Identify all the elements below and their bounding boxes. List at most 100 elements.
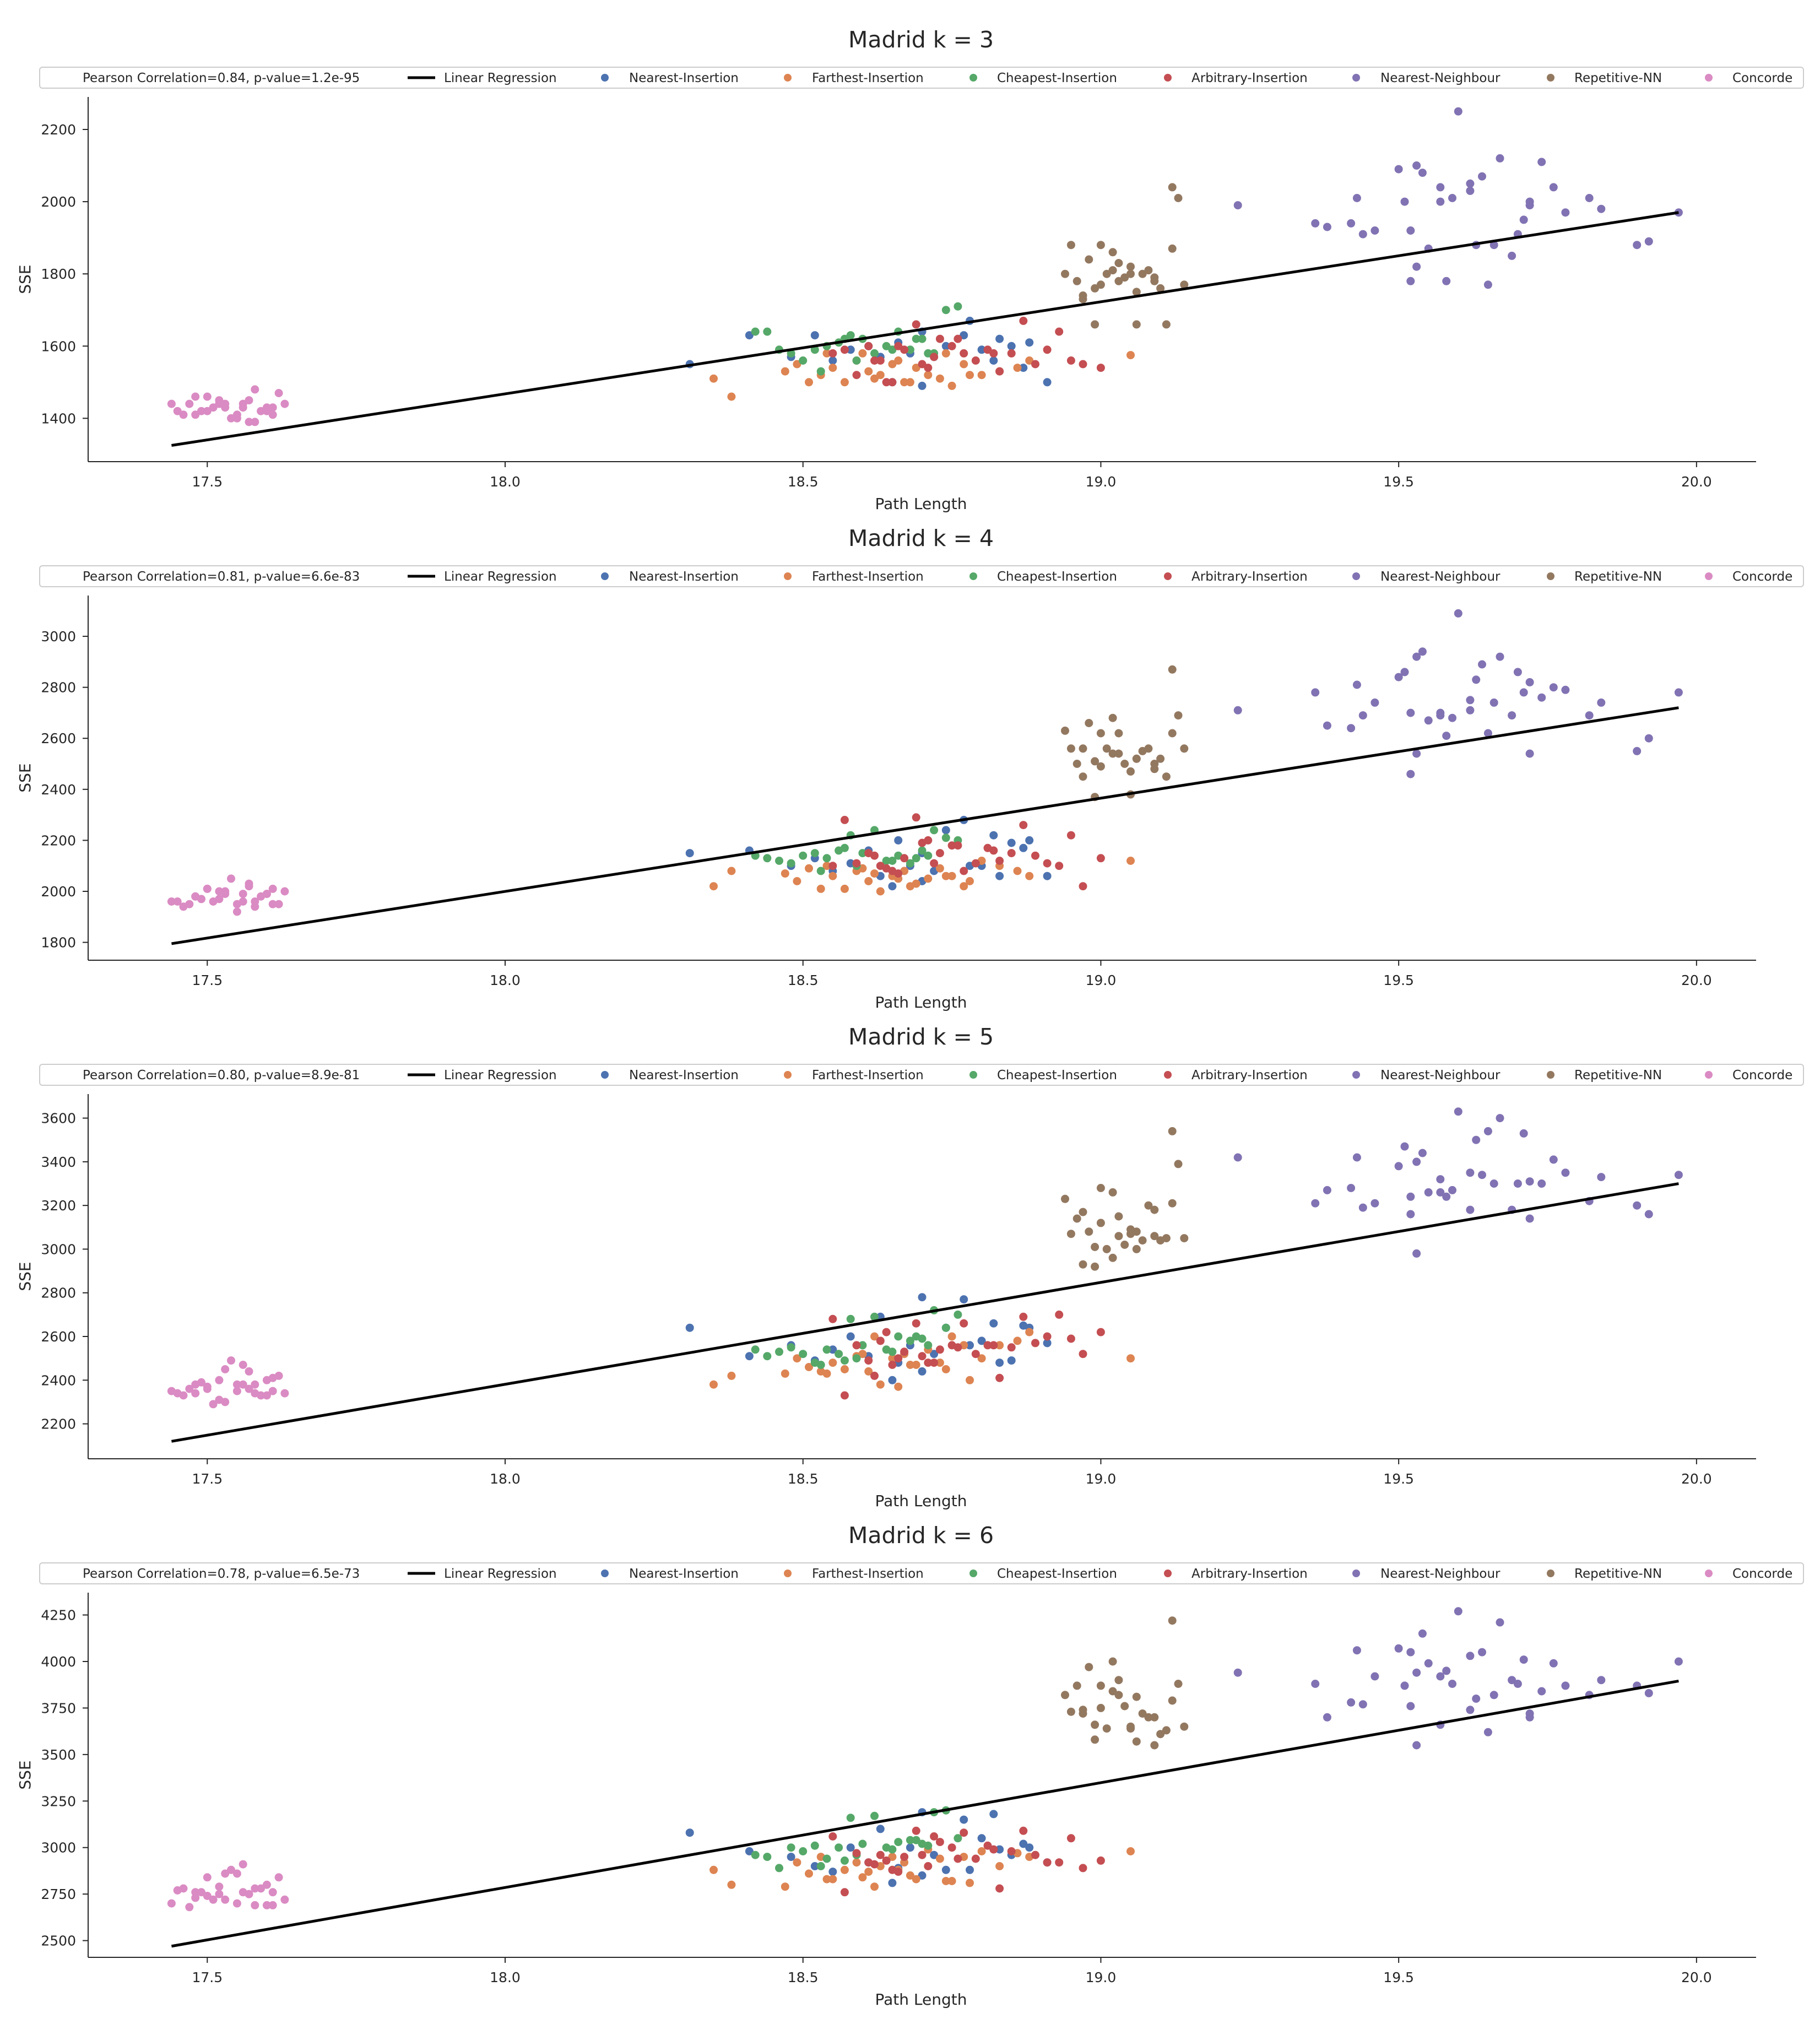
data-point xyxy=(1418,1149,1427,1157)
data-point xyxy=(787,1343,795,1352)
data-point xyxy=(1549,1155,1558,1164)
data-point xyxy=(197,407,205,415)
data-point xyxy=(1007,849,1016,858)
data-point xyxy=(882,342,891,350)
data-point xyxy=(1180,744,1189,753)
legend-label: Concorde xyxy=(1732,570,1792,584)
data-point xyxy=(1072,1681,1081,1690)
data-point xyxy=(882,857,891,865)
data-point xyxy=(960,867,968,875)
data-point xyxy=(232,907,241,916)
legend-marker xyxy=(1352,572,1360,580)
data-point xyxy=(835,1350,843,1359)
data-point xyxy=(805,378,813,387)
data-point xyxy=(977,1834,986,1843)
data-point xyxy=(930,826,939,835)
data-point xyxy=(775,1864,783,1873)
data-point xyxy=(930,859,939,868)
data-point xyxy=(1019,821,1028,830)
data-point xyxy=(1549,683,1558,692)
data-point xyxy=(781,869,789,878)
data-point xyxy=(1478,172,1486,181)
data-point xyxy=(185,1903,194,1912)
data-point xyxy=(745,1352,754,1361)
data-point xyxy=(1496,154,1504,163)
y-tick-label: 3200 xyxy=(41,1198,76,1214)
data-point xyxy=(787,1853,795,1861)
data-point xyxy=(971,1350,980,1359)
data-point xyxy=(799,1847,808,1855)
data-point xyxy=(989,356,998,365)
data-point xyxy=(1537,693,1546,702)
data-point xyxy=(828,862,837,870)
data-point xyxy=(971,859,980,868)
x-tick-label: 18.0 xyxy=(490,1471,521,1487)
data-point xyxy=(960,331,968,340)
data-point xyxy=(1442,1666,1451,1675)
regression-line xyxy=(171,211,1679,447)
data-point xyxy=(1394,1644,1403,1653)
legend-stat-label: Pearson Correlation=0.84, p-value=1.2e-9… xyxy=(83,71,360,85)
data-point xyxy=(1019,1312,1028,1321)
data-point xyxy=(227,874,235,883)
legend-label: Nearest-Insertion xyxy=(629,570,739,584)
data-point xyxy=(924,1862,933,1870)
data-point xyxy=(1025,872,1034,880)
data-point xyxy=(1013,867,1022,875)
data-point xyxy=(894,356,903,365)
data-point xyxy=(1079,772,1087,781)
data-point xyxy=(894,1382,903,1391)
data-point xyxy=(1096,1219,1105,1227)
data-point xyxy=(858,849,867,858)
data-point xyxy=(1323,223,1331,231)
data-point xyxy=(852,356,861,365)
data-point xyxy=(846,331,855,340)
legend-marker xyxy=(969,1071,977,1079)
data-point xyxy=(835,1843,843,1852)
data-point xyxy=(983,345,992,354)
data-point xyxy=(763,854,772,863)
data-point xyxy=(1633,241,1642,250)
regression-line xyxy=(171,706,1679,945)
legend-stat-label: Pearson Correlation=0.78, p-value=6.5e-7… xyxy=(83,1567,360,1581)
data-point xyxy=(1644,237,1653,246)
data-point xyxy=(1150,1713,1159,1722)
legend-marker xyxy=(969,1570,977,1577)
data-point xyxy=(1007,342,1016,350)
data-point xyxy=(966,1879,974,1887)
data-point xyxy=(793,877,801,885)
data-point xyxy=(1525,1214,1534,1223)
data-point xyxy=(822,862,831,870)
legend: Pearson Correlation=0.84, p-value=1.2e-9… xyxy=(39,67,1804,89)
data-point xyxy=(268,884,277,893)
data-point xyxy=(215,1882,224,1891)
x-axis-label: Path Length xyxy=(875,993,967,1011)
data-point xyxy=(876,1380,885,1389)
data-point xyxy=(1019,364,1028,372)
data-point xyxy=(900,1853,909,1861)
data-point xyxy=(173,897,182,906)
x-tick-label: 18.0 xyxy=(490,474,521,490)
data-point xyxy=(1168,1616,1177,1625)
data-point xyxy=(995,367,1004,376)
data-point xyxy=(941,342,950,350)
data-point xyxy=(912,1319,920,1328)
data-point xyxy=(799,851,808,860)
legend: Pearson Correlation=0.78, p-value=6.5e-7… xyxy=(39,1562,1804,1584)
data-point xyxy=(912,364,920,372)
data-point xyxy=(1055,1310,1064,1319)
legend-marker xyxy=(1164,572,1172,580)
data-point xyxy=(1400,197,1409,206)
data-point xyxy=(805,864,813,873)
x-axis-label: Path Length xyxy=(875,495,967,513)
data-point xyxy=(995,1862,1004,1870)
data-point xyxy=(245,1384,253,1393)
data-point xyxy=(1007,1343,1016,1352)
data-point xyxy=(870,374,879,383)
legend-label: Farthest-Insertion xyxy=(812,71,924,85)
data-point xyxy=(1126,1225,1135,1234)
x-tick-label: 19.5 xyxy=(1383,474,1414,490)
data-point xyxy=(191,1893,200,1902)
data-point xyxy=(888,345,897,354)
data-point xyxy=(918,360,927,369)
